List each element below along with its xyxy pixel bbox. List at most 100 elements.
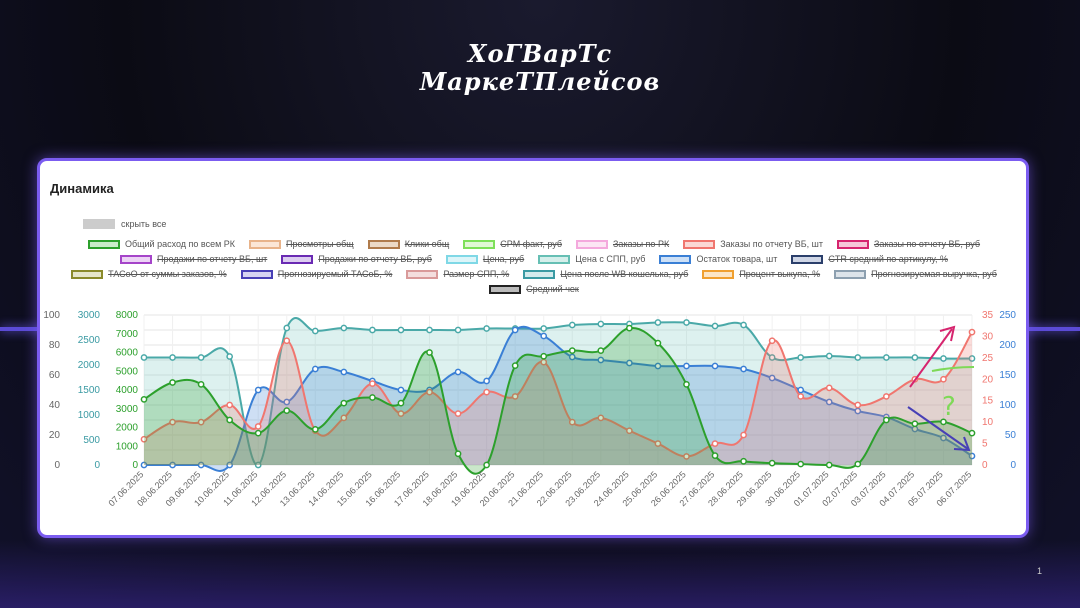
axis-tick-label: 40 [49, 400, 61, 411]
axis-tick-label: 25 [982, 353, 994, 364]
axis-tick-label: 60 [49, 370, 61, 381]
series-point [540, 332, 548, 340]
series-point [283, 398, 291, 406]
series-point [568, 321, 576, 329]
series-point [683, 381, 690, 388]
series-point [540, 352, 548, 360]
annotation-arrow-up-head [939, 325, 956, 342]
legend-item[interactable]: Прогнозируемая выручка, руб [834, 269, 997, 279]
series-point [740, 457, 747, 465]
legend-item[interactable]: Продажи по отчету ВБ, шт [120, 254, 267, 264]
dynamics-chart: 0204060801000500100015002000250030000100… [43, 310, 1016, 508]
legend-item[interactable]: Цена с СПП, руб [538, 254, 645, 264]
legend-item[interactable]: Клики общ [367, 239, 450, 249]
series-point [683, 319, 690, 326]
series-point [768, 459, 776, 467]
axis-tick-label: 150 [999, 370, 1016, 381]
series-point [968, 429, 976, 437]
series-point [911, 354, 919, 361]
series-point [426, 326, 433, 334]
series-point [797, 386, 805, 394]
series-point [940, 375, 947, 383]
series-point [454, 410, 462, 417]
series-point [797, 354, 805, 361]
logo-line-1: ХоГВарТс [467, 39, 613, 68]
series-point [426, 388, 433, 396]
series-point [797, 393, 805, 400]
legend-label: Продажи по отчету ВБ, шт [157, 254, 268, 264]
series-point [454, 368, 462, 376]
legend-swatch [489, 284, 522, 294]
legend-label: Клики общ [404, 239, 450, 249]
axis-tick-label: 3000 [78, 310, 101, 321]
series-area [144, 332, 972, 465]
axis-tick-label: 2000 [116, 423, 139, 434]
legend-item[interactable]: Цена после WB кошелька, руб [523, 269, 688, 279]
chart-legend: Общий расход по всем РК Просмотры общ Клик… [46, 239, 1022, 294]
handwritten-question-mark: ? [942, 392, 956, 422]
legend-item[interactable]: CTR средний по артикулу, % [791, 254, 948, 264]
legend-label: Общий расход по всем РК [124, 239, 236, 249]
legend-label: Цена, руб [482, 254, 525, 264]
series-point [597, 347, 605, 354]
hide-all-toggle[interactable]: скрыть все [83, 219, 166, 229]
dynamics-card: Динамика скрыть все Общий расход по всем… [37, 158, 1029, 538]
series-point [169, 461, 176, 469]
legend-swatch [538, 254, 571, 264]
series-point [169, 418, 176, 426]
series-point [654, 319, 662, 326]
legend-item[interactable]: ТАСоО от суммы заказов, % [71, 269, 227, 279]
axis-tick-label: 20 [49, 430, 61, 441]
legend-label: Заказы по отчету ВБ, шт [720, 239, 823, 249]
legend-item[interactable]: Заказы по отчету ВБ, руб [836, 239, 981, 249]
legend-label: CTR средний по артикулу, % [828, 254, 948, 264]
axis-tick-label: 3000 [116, 404, 139, 415]
background-glow [0, 540, 1080, 608]
series-point [226, 353, 234, 360]
legend-swatch [836, 239, 869, 249]
legend-swatch [367, 239, 400, 249]
axis-tick-label: 1000 [116, 441, 139, 452]
legend-swatch [791, 254, 824, 264]
series-point [140, 354, 148, 361]
series-area [144, 326, 972, 471]
legend-item[interactable]: Продажи по отчету ВБ, руб [281, 254, 432, 264]
legend-item[interactable]: Размер СПП, % [406, 269, 509, 279]
series-point [197, 461, 205, 469]
series-point [940, 434, 947, 442]
series-point [711, 440, 719, 447]
legend-label: Средний чек [526, 284, 579, 294]
legend-item[interactable]: Заказы по РК [575, 239, 669, 249]
legend-item[interactable]: CPM факт, руб [463, 239, 562, 249]
series-point [854, 401, 862, 409]
legend-item[interactable]: Остаток товара, шт [659, 254, 777, 264]
legend-item[interactable]: Цена, руб [445, 254, 525, 264]
axis-tick-label: 1000 [78, 410, 101, 421]
legend-item[interactable]: Прогнозируемый ТАСоБ, % [240, 269, 392, 279]
series-point [825, 352, 833, 360]
series-point [283, 324, 291, 332]
series-point [740, 321, 747, 329]
axis-tick-label: 4000 [116, 385, 139, 396]
legend-swatch [659, 254, 692, 264]
series-point [540, 325, 548, 332]
annotation-arrow-down [907, 406, 969, 450]
axis-tick-label: 80 [49, 340, 61, 351]
legend-item[interactable]: Общий расход по всем РК [87, 239, 236, 249]
axis-tick-label: 2500 [78, 335, 101, 346]
brand-logo: ХоГВарТс МаркеТПлейсов [0, 40, 1080, 95]
legend-label: Заказы по отчету ВБ, руб [873, 239, 981, 249]
legend-item[interactable]: Процент выкупа, % [702, 269, 820, 279]
series-point [797, 460, 805, 468]
series-point [283, 337, 291, 345]
legend-item[interactable]: Просмотры общ [249, 239, 354, 249]
series-point [483, 377, 490, 385]
legend-item[interactable]: Заказы по отчету ВБ, шт [683, 239, 823, 249]
series-point [169, 379, 176, 386]
series-point [568, 418, 576, 426]
legend-item[interactable]: Средний чек [489, 284, 579, 294]
series-point [968, 328, 976, 336]
series-point [911, 420, 919, 428]
series-point [825, 461, 833, 469]
series-point [226, 401, 234, 409]
